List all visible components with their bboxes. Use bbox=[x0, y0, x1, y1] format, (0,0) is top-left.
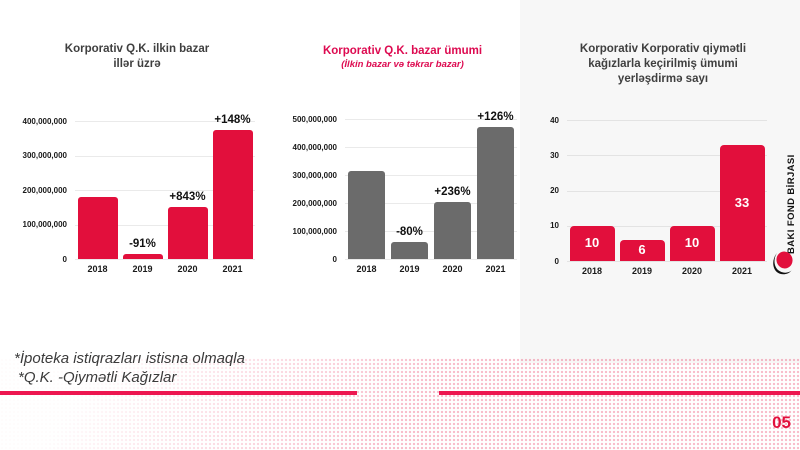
bottom-accent-line-right bbox=[439, 391, 800, 395]
bar-2021 bbox=[477, 127, 514, 259]
bar-change-label: -80% bbox=[396, 226, 423, 239]
gridline bbox=[345, 203, 517, 204]
gridline bbox=[75, 259, 255, 260]
gridline bbox=[567, 261, 767, 262]
x-axis-tick: 2021 bbox=[222, 264, 243, 274]
y-axis-tick: 0 bbox=[554, 257, 559, 266]
chart-title-line: Korporativ Q.K. ilkin bazar bbox=[64, 43, 210, 55]
x-axis-tick: 2020 bbox=[442, 264, 463, 274]
bar-2020 bbox=[167, 207, 208, 260]
y-axis-tick: 100,000,000 bbox=[22, 220, 68, 229]
chart-title-line: Korporativ Q.K. bazar ümumi bbox=[322, 45, 483, 57]
x-axis-tick: 2018 bbox=[356, 264, 377, 274]
y-axis-tick: 20 bbox=[550, 186, 559, 195]
gridline bbox=[567, 226, 767, 227]
bar-change-label: +126% bbox=[477, 111, 514, 124]
brand-name-vertical: BAKI FOND BİRJASI bbox=[786, 154, 797, 254]
bar-change-label: +236% bbox=[434, 185, 471, 198]
x-axis-tick: 2019 bbox=[132, 264, 153, 274]
y-axis-tick: 300,000,000 bbox=[22, 151, 68, 160]
chart-title-line: illər üzrə bbox=[113, 57, 161, 70]
gridline bbox=[567, 120, 767, 121]
bar-2019 bbox=[619, 239, 665, 261]
gridline bbox=[567, 155, 767, 156]
y-axis-tick: 400,000,000 bbox=[292, 143, 338, 152]
bar-2021 bbox=[212, 129, 253, 259]
y-axis-tick: 200,000,000 bbox=[292, 199, 338, 208]
chart-2-title: Korporativ Q.K. bazar ümumi (İlkin bazar … bbox=[290, 44, 515, 71]
bar-2018 bbox=[569, 225, 615, 262]
bar-value-label: 10 bbox=[584, 235, 600, 251]
x-axis-tick: 2018 bbox=[87, 264, 108, 274]
bar-2019 bbox=[391, 242, 428, 259]
bar-change-label: +148% bbox=[214, 113, 251, 126]
gridline bbox=[345, 175, 517, 176]
x-axis-tick: 2019 bbox=[631, 266, 653, 276]
bar-2020 bbox=[434, 201, 471, 259]
bar-change-label: +843% bbox=[169, 191, 206, 204]
y-axis-tick: 500,000,000 bbox=[292, 115, 338, 124]
x-axis-tick: 2020 bbox=[177, 264, 198, 274]
gridline bbox=[345, 119, 517, 120]
gridline bbox=[345, 147, 517, 148]
x-axis-tick: 2021 bbox=[731, 266, 753, 276]
y-axis-tick: 0 bbox=[62, 255, 67, 264]
y-axis-tick: 400,000,000 bbox=[22, 117, 68, 126]
chart-title-line: Korporativ Korporativ qiymətli bbox=[579, 43, 747, 55]
gridline bbox=[75, 121, 255, 122]
bar-value-label: 10 bbox=[684, 235, 700, 251]
bar-2020 bbox=[669, 225, 715, 262]
y-axis-tick: 10 bbox=[550, 221, 559, 230]
y-axis-tick: 40 bbox=[550, 116, 559, 125]
gridline bbox=[345, 259, 517, 260]
gridline bbox=[75, 225, 255, 226]
bar-2018 bbox=[77, 196, 118, 259]
bfb-logo-icon bbox=[773, 249, 795, 281]
gridline bbox=[345, 231, 517, 232]
chart-1-title: Korporativ Q.K. ilkin bazar illər üzrə bbox=[17, 42, 257, 72]
bar-2021 bbox=[719, 144, 765, 261]
chart-subtitle: (İlkin bazar və təkrar bazar) bbox=[341, 58, 464, 70]
bar-change-label: -91% bbox=[129, 237, 156, 250]
chart-title-line: yerləşdirmə sayı bbox=[617, 72, 709, 85]
y-axis-tick: 300,000,000 bbox=[292, 171, 338, 180]
chart-3-title: Korporativ Korporativ qiymətli kağızlarla… bbox=[550, 42, 776, 87]
halftone-dot-pattern bbox=[0, 358, 800, 450]
bar-2019 bbox=[122, 253, 163, 259]
x-axis-tick: 2018 bbox=[581, 266, 603, 276]
bar-value-label: 33 bbox=[734, 194, 750, 210]
chart-title-line: kağızlarla keçirilmiş ümumi bbox=[588, 57, 738, 70]
x-axis-tick: 2020 bbox=[681, 266, 703, 276]
footnote-line-1: *İpoteka istiqrazları istisna olmaqla bbox=[14, 350, 245, 367]
x-axis-tick: 2019 bbox=[399, 264, 420, 274]
gridline bbox=[75, 190, 255, 191]
x-axis-tick: 2021 bbox=[485, 264, 506, 274]
bar-2018 bbox=[348, 170, 385, 259]
page-number: 05 bbox=[772, 413, 791, 432]
footnote-line-2: *Q.K. -Qiymətli Kağızlar bbox=[18, 369, 177, 386]
gridline bbox=[75, 156, 255, 157]
bar-value-label: 6 bbox=[638, 242, 646, 258]
y-axis-tick: 30 bbox=[550, 151, 559, 160]
gridline bbox=[567, 191, 767, 192]
y-axis-tick: 0 bbox=[332, 255, 337, 264]
y-axis-tick: 100,000,000 bbox=[292, 227, 338, 236]
y-axis-tick: 200,000,000 bbox=[22, 186, 68, 195]
bottom-accent-line-left bbox=[0, 391, 357, 395]
